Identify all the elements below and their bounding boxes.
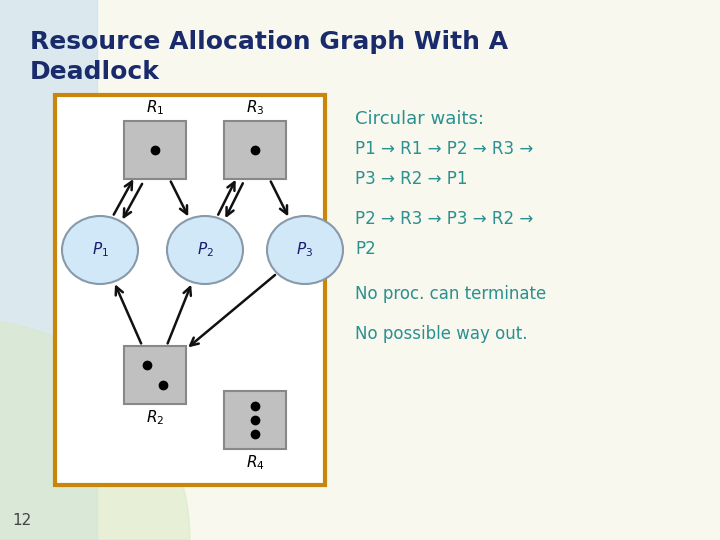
Text: Resource Allocation Graph With A: Resource Allocation Graph With A: [30, 30, 508, 54]
Text: P2 → R3 → P3 → R2 →: P2 → R3 → P3 → R2 →: [355, 210, 534, 228]
Text: Deadlock: Deadlock: [30, 60, 160, 84]
Text: No possible way out.: No possible way out.: [355, 325, 528, 343]
Polygon shape: [0, 320, 190, 540]
Text: P2: P2: [355, 240, 376, 258]
Text: No proc. can terminate: No proc. can terminate: [355, 285, 546, 303]
Text: Circular waits:: Circular waits:: [355, 110, 484, 128]
Ellipse shape: [167, 216, 243, 284]
Text: P1 → R1 → P2 → R3 →: P1 → R1 → P2 → R3 →: [355, 140, 534, 158]
Text: $P_1$: $P_1$: [91, 241, 109, 259]
FancyBboxPatch shape: [55, 95, 325, 485]
Text: $R_1$: $R_1$: [146, 98, 164, 117]
Ellipse shape: [62, 216, 138, 284]
Text: $R_3$: $R_3$: [246, 98, 264, 117]
Ellipse shape: [267, 216, 343, 284]
Text: $R_2$: $R_2$: [146, 408, 164, 427]
Text: $R_4$: $R_4$: [246, 453, 264, 472]
Text: 12: 12: [12, 513, 31, 528]
FancyBboxPatch shape: [224, 121, 286, 179]
FancyBboxPatch shape: [224, 391, 286, 449]
Text: $P_2$: $P_2$: [197, 241, 213, 259]
FancyBboxPatch shape: [124, 121, 186, 179]
Text: P3 → R2 → P1: P3 → R2 → P1: [355, 170, 467, 188]
Polygon shape: [0, 0, 97, 540]
Text: $P_3$: $P_3$: [297, 241, 313, 259]
FancyBboxPatch shape: [124, 346, 186, 404]
